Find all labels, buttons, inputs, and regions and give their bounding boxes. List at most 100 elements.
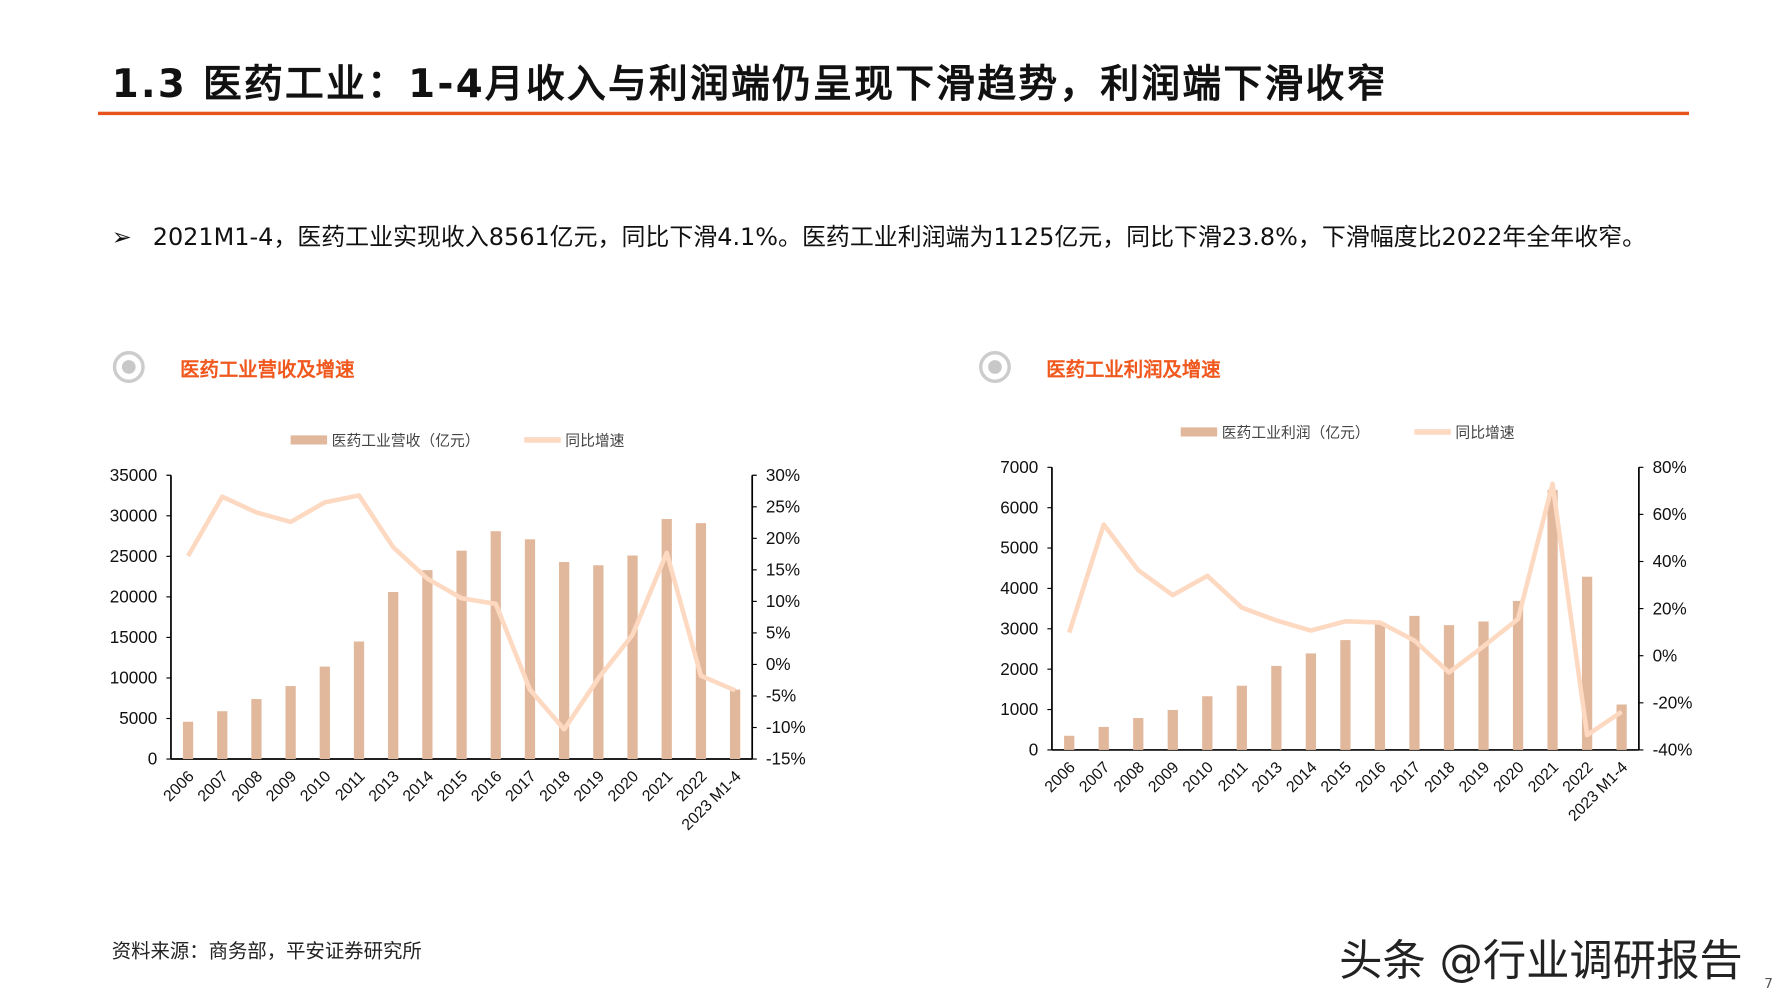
y2-tick-label: -20% — [1653, 694, 1693, 713]
chart-title-profit: 医药工业利润及增速 — [1046, 359, 1221, 382]
y2-tick-label: 20% — [1653, 599, 1687, 618]
bar — [422, 570, 433, 760]
y2-tick-label: -15% — [766, 750, 806, 769]
bar — [217, 711, 228, 760]
bar — [1616, 704, 1627, 750]
legend-line-label: 同比增速 — [565, 433, 624, 450]
bar — [1167, 709, 1178, 750]
y-tick-label: 20000 — [110, 588, 158, 607]
bar — [627, 555, 638, 760]
x-tick-label: 2007 — [1076, 759, 1113, 796]
x-tick-label: 2020 — [605, 768, 642, 805]
bar — [1374, 624, 1386, 750]
chart-title-revenue: 医药工业营收及增速 — [180, 359, 355, 382]
title-divider — [98, 111, 1690, 116]
bar — [1202, 696, 1213, 750]
x-tick-label: 2014 — [1283, 759, 1320, 796]
bar — [353, 641, 365, 760]
x-tick-label: 2008 — [229, 768, 266, 805]
y2-tick-label: 20% — [766, 529, 800, 548]
y2-tick-label: 0% — [766, 655, 791, 674]
bar — [1443, 625, 1455, 750]
x-tick-label: 2014 — [400, 768, 437, 805]
bar — [1064, 735, 1075, 750]
y-tick-label: 7000 — [1000, 458, 1038, 477]
x-tick-label: 2010 — [297, 768, 334, 805]
x-tick-label: 2019 — [1456, 759, 1493, 796]
bar — [1236, 685, 1247, 750]
y2-tick-label: -5% — [766, 687, 796, 706]
x-tick-label: 2016 — [468, 768, 505, 805]
bar — [661, 519, 672, 760]
x-tick-label: 2010 — [1180, 759, 1217, 796]
growth-line — [1067, 481, 1623, 738]
legend-bar-label: 医药工业利润（亿元） — [1222, 425, 1370, 442]
y-tick-label: 0 — [1029, 741, 1039, 760]
summary-text: 2021M1-4，医药工业实现收入8561亿元，同比下滑4.1%。医药工业利润端… — [152, 223, 1647, 251]
y-tick-label: 0 — [148, 750, 158, 769]
x-tick-label: 2021 — [639, 768, 676, 805]
bar — [1098, 726, 1109, 750]
x-tick-label: 2021 — [1525, 759, 1562, 796]
y-tick-label: 2000 — [1000, 660, 1038, 679]
bar — [1409, 615, 1420, 750]
x-tick-label: 2006 — [161, 768, 198, 805]
y-tick-label: 3000 — [1000, 619, 1038, 638]
legend-line-label: 同比增速 — [1455, 425, 1514, 442]
y-tick-label: 1000 — [1000, 700, 1038, 719]
bar — [1305, 653, 1317, 750]
y2-tick-label: 10% — [766, 592, 800, 611]
legend-bar-label: 医药工业营收（亿元） — [332, 433, 480, 450]
y-tick-label: 25000 — [110, 547, 158, 566]
bar — [182, 721, 194, 760]
x-tick-label: 2009 — [1145, 759, 1182, 796]
y-tick-label: 4000 — [1000, 579, 1038, 598]
y-tick-label: 10000 — [110, 669, 158, 688]
x-tick-label: 2011 — [332, 768, 368, 804]
y2-tick-label: 40% — [1653, 552, 1687, 571]
arrow-bullet-icon: ➢ — [111, 223, 132, 251]
y-tick-label: 15000 — [110, 628, 158, 647]
y2-tick-label: 0% — [1653, 646, 1678, 665]
x-tick-label: 2009 — [263, 768, 300, 805]
page-title: 1.3 医药工业：1-4月收入与利润端仍呈现下滑趋势，利润端下滑收窄 — [111, 61, 1388, 108]
y2-tick-label: 25% — [766, 497, 800, 516]
y2-tick-label: -10% — [766, 718, 806, 737]
bar — [319, 666, 330, 760]
x-tick-label: 2006 — [1042, 759, 1079, 796]
watermark: 头条 @行业调研报告 — [1339, 935, 1743, 986]
bar — [456, 550, 467, 760]
y-tick-label: 6000 — [1000, 498, 1038, 517]
radio-icon — [112, 351, 145, 383]
profit-chart: 医药工业利润（亿元） 同比增速 0 1000 2000 3000 4000 5000 6000 7… — [1000, 425, 1693, 825]
x-tick-label: 2015 — [434, 768, 471, 805]
x-tick-label: 2016 — [1353, 759, 1390, 796]
x-tick-label: 2013 — [366, 768, 403, 805]
bar — [593, 565, 604, 760]
y-tick-label: 30000 — [110, 506, 158, 525]
y2-tick-label: 15% — [766, 561, 800, 580]
radio-icon — [979, 351, 1011, 383]
bar — [559, 562, 570, 760]
y2-tick-label: 60% — [1653, 505, 1687, 524]
x-tick-label: 2018 — [1422, 759, 1459, 796]
bar — [388, 592, 399, 760]
growth-line — [186, 493, 736, 732]
source-note: 资料来源：商务部，平安证券研究所 — [111, 940, 422, 964]
y2-tick-label: -40% — [1653, 741, 1693, 760]
x-tick-label: 2015 — [1318, 759, 1355, 796]
x-tick-label: 2020 — [1491, 759, 1528, 796]
y-tick-label: 5000 — [1000, 539, 1038, 558]
bar — [1340, 640, 1351, 750]
x-tick-label: 2019 — [571, 768, 608, 805]
y-tick-label: 5000 — [119, 709, 157, 728]
x-tick-label: 2011 — [1215, 759, 1251, 795]
bar — [490, 531, 501, 760]
x-tick-label: 2007 — [195, 768, 232, 805]
bar — [1547, 489, 1558, 750]
y2-tick-label: 5% — [766, 624, 791, 643]
bar — [1271, 665, 1282, 750]
legend-bar-swatch — [290, 435, 328, 445]
bar — [1512, 600, 1524, 750]
page-number: 7 — [1764, 975, 1773, 992]
